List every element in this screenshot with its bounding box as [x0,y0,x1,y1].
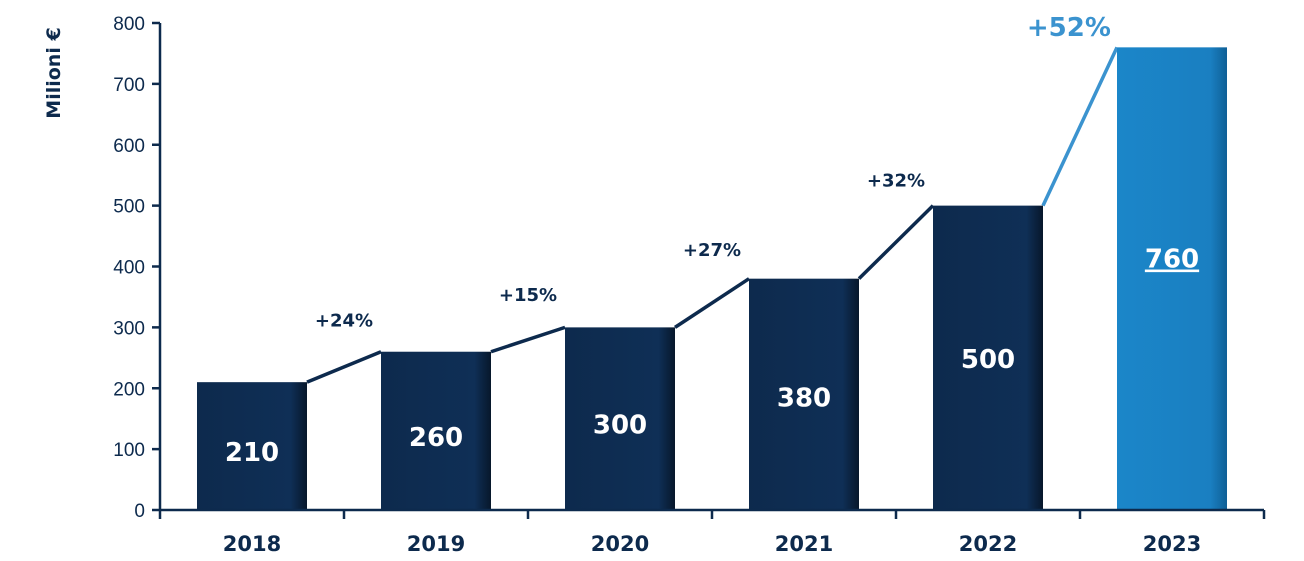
y-tick-label: 100 [113,440,145,461]
connector-line-2020-2021 [674,277,750,329]
x-tick-label-2021: 2021 [775,532,833,556]
x-tick-label-2018: 2018 [223,532,281,556]
bar-2018 [197,382,307,510]
growth-label-2020: +15% [499,285,557,306]
y-tick-label: 800 [113,14,145,35]
value-label-2022: 500 [961,345,1015,375]
y-tick-label: 400 [113,258,145,279]
connector-line-2022-2023 [1041,46,1119,207]
labels: 210 260 300 380 500 760 +24% +15% +27% +32% +52% [225,13,1199,468]
axes: 0 100 200 300 400 500 600 700 800 2018 2019 2020 202… [113,14,1266,556]
bar-2020 [565,327,675,510]
bar-2019 [381,351,491,510]
y-tick-label: 200 [113,379,145,400]
growth-label-2023: +52% [1027,13,1111,43]
value-label-2021: 380 [777,383,831,413]
growth-connectors [306,46,1119,384]
y-tick-label: 700 [113,75,145,96]
value-label-2023: 760 [1145,245,1199,275]
growth-label-2021: +27% [683,240,741,261]
growth-label-2019: +24% [315,310,373,331]
bar-2022 [933,205,1043,510]
growth-label-2022: +32% [867,171,925,192]
y-tick-label: 500 [113,197,145,218]
x-tick-label-2023: 2023 [1143,532,1201,556]
x-tick-label-2022: 2022 [959,532,1017,556]
value-label-2019: 260 [409,423,463,453]
y-tick-label: 300 [113,318,145,339]
connector-line-2019-2020 [490,325,566,354]
x-tick-label-2020: 2020 [591,532,649,556]
bars [197,47,1227,510]
value-label-2020: 300 [593,411,647,441]
bar-2023 [1117,47,1227,510]
bar-2021 [749,278,859,510]
y-tick-label: 0 [134,501,145,522]
y-tick-label: 600 [113,136,145,157]
connector-line-2021-2022 [857,204,935,280]
connector-line-2018-2019 [306,350,382,384]
y-axis-title: Milioni € [43,27,65,118]
value-label-2018: 210 [225,438,279,468]
x-tick-label-2019: 2019 [407,532,465,556]
